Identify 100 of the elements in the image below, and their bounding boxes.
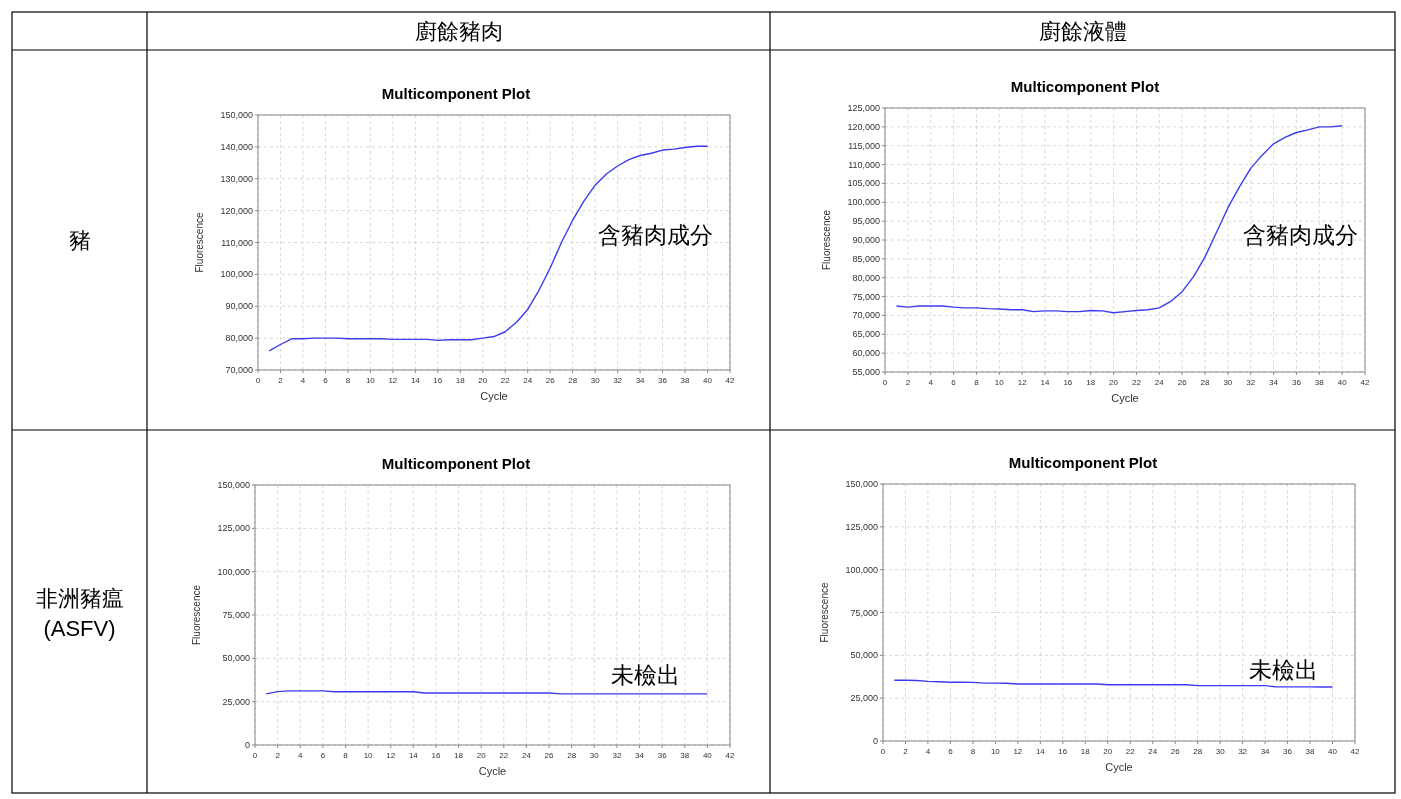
y-tick-label: 105,000 xyxy=(847,178,880,189)
x-tick-label: 42 xyxy=(1350,747,1360,756)
y-tick-label: 70,000 xyxy=(852,310,880,321)
x-tick-label: 8 xyxy=(345,376,351,385)
x-tick-label: 22 xyxy=(1125,747,1136,756)
y-axis-title: Fluorescence xyxy=(191,584,202,646)
text: 豬 xyxy=(68,228,91,253)
y-tick-label: 60,000 xyxy=(852,348,880,359)
x-axis-title: Cycle xyxy=(480,390,508,402)
x-tick-label: 12 xyxy=(1017,378,1028,387)
x-tick-label: 14 xyxy=(1035,747,1046,756)
y-tick-label: 25,000 xyxy=(850,693,878,704)
x-tick-label: 38 xyxy=(680,376,691,385)
x-tick-label: 10 xyxy=(363,751,374,760)
y-tick-label: 125,000 xyxy=(847,103,880,113)
x-tick-label: 40 xyxy=(702,751,713,760)
x-tick-label: 40 xyxy=(703,376,713,385)
y-tick-label: 100,000 xyxy=(847,197,880,208)
x-tick-label: 4 xyxy=(298,751,304,760)
x-tick-label: 20 xyxy=(478,376,488,385)
x-tick-label: 2 xyxy=(278,376,284,385)
x-tick-label: 0 xyxy=(880,747,886,756)
y-tick-label: 140,000 xyxy=(220,141,253,152)
x-tick-label: 26 xyxy=(1170,747,1181,756)
y-tick-label: 110,000 xyxy=(848,159,880,170)
text: 非洲豬瘟 xyxy=(35,586,124,611)
x-tick-label: 34 xyxy=(1269,378,1279,387)
x-tick-label: 30 xyxy=(589,751,600,760)
x-tick-label: 12 xyxy=(386,751,396,760)
x-tick-label: 24 xyxy=(1148,747,1158,756)
x-tick-label: 38 xyxy=(1314,378,1325,387)
y-tick-label: 75,000 xyxy=(850,607,878,618)
x-tick-label: 10 xyxy=(990,747,1001,756)
x-tick-label: 14 xyxy=(410,376,421,385)
x-tick-label: 34 xyxy=(635,376,646,385)
x-tick-label: 16 xyxy=(1063,378,1073,387)
x-tick-label: 20 xyxy=(1109,378,1119,387)
x-axis-title: Cycle xyxy=(478,765,507,777)
x-tick-label: 32 xyxy=(1246,378,1256,387)
x-tick-label: 20 xyxy=(1103,747,1113,756)
x-tick-label: 28 xyxy=(1193,747,1203,756)
x-tick-label: 16 xyxy=(431,751,441,760)
y-tick-label: 75,000 xyxy=(222,610,250,620)
chart-title: Multicomponent Plot xyxy=(381,85,531,102)
x-tick-label: 18 xyxy=(455,376,466,385)
x-tick-label: 36 xyxy=(1283,747,1293,756)
y-tick-label: 110,000 xyxy=(221,237,253,248)
x-tick-label: 32 xyxy=(613,376,623,385)
x-tick-label: 34 xyxy=(1260,747,1271,756)
y-tick-label: 150,000 xyxy=(217,480,250,490)
chart-title: Multicomponent Plot xyxy=(1010,78,1160,95)
annotation: 含豬肉成分 xyxy=(1242,222,1358,248)
x-tick-label: 30 xyxy=(1223,378,1233,387)
x-tick-label: 6 xyxy=(951,378,957,387)
x-tick-label: 28 xyxy=(568,376,578,385)
x-tick-label: 18 xyxy=(454,751,464,760)
text: (ASFV) xyxy=(43,616,116,641)
x-tick-label: 26 xyxy=(1177,378,1188,387)
x-tick-label: 32 xyxy=(612,751,622,760)
x-tick-label: 18 xyxy=(1086,378,1096,387)
text: 廚餘液體 xyxy=(1038,19,1127,44)
x-tick-label: 24 xyxy=(523,376,533,385)
x-tick-label: 30 xyxy=(1215,747,1226,756)
x-tick-label: 40 xyxy=(1337,378,1348,387)
y-tick-label: 95,000 xyxy=(852,216,880,227)
annotation: 未檢出 xyxy=(1248,657,1318,683)
y-tick-label: 120,000 xyxy=(220,205,253,216)
x-tick-label: 28 xyxy=(1200,378,1210,387)
y-tick-label: 120,000 xyxy=(847,121,880,132)
x-tick-label: 30 xyxy=(590,376,601,385)
x-tick-label: 22 xyxy=(1131,378,1142,387)
x-tick-label: 32 xyxy=(1238,747,1248,756)
x-tick-label: 8 xyxy=(974,378,980,387)
x-tick-label: 24 xyxy=(1154,378,1165,387)
annotation: 含豬肉成分 xyxy=(597,222,713,248)
text: 廚餘豬肉 xyxy=(414,19,503,44)
x-axis-title: Cycle xyxy=(1111,392,1139,404)
y-tick-label: 50,000 xyxy=(222,653,250,664)
x-tick-label: 36 xyxy=(658,376,668,385)
x-tick-label: 6 xyxy=(323,376,329,385)
y-tick-label: 150,000 xyxy=(220,110,253,120)
y-axis-title: Fluorescence xyxy=(194,212,205,273)
x-tick-label: 22 xyxy=(499,751,509,760)
x-tick-label: 8 xyxy=(970,747,976,756)
x-tick-label: 42 xyxy=(725,751,735,760)
y-tick-label: 0 xyxy=(872,736,878,746)
y-tick-label: 75,000 xyxy=(852,291,880,302)
x-tick-label: 26 xyxy=(544,751,555,760)
y-tick-label: 65,000 xyxy=(852,329,880,340)
x-tick-label: 2 xyxy=(905,378,911,387)
y-tick-label: 25,000 xyxy=(222,696,250,707)
y-tick-label: 80,000 xyxy=(225,333,253,344)
x-tick-label: 10 xyxy=(994,378,1005,387)
y-tick-label: 125,000 xyxy=(217,523,250,534)
x-tick-label: 34 xyxy=(635,751,645,760)
y-tick-label: 85,000 xyxy=(852,253,880,264)
x-tick-label: 16 xyxy=(1058,747,1068,756)
y-tick-label: 100,000 xyxy=(845,564,878,575)
x-tick-label: 8 xyxy=(343,751,349,760)
x-tick-label: 38 xyxy=(1305,747,1316,756)
